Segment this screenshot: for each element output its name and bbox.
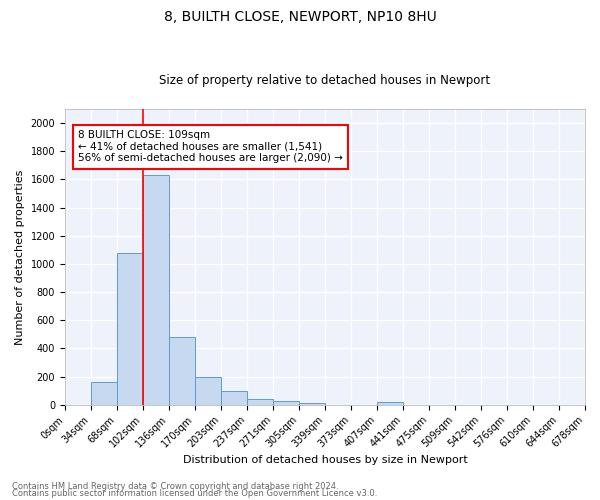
Bar — [247, 399, 273, 405]
Text: Contains public sector information licensed under the Open Government Licence v3: Contains public sector information licen… — [12, 489, 377, 498]
Bar — [377, 402, 403, 405]
Bar — [221, 390, 247, 405]
Y-axis label: Number of detached properties: Number of detached properties — [15, 169, 25, 344]
Bar — [91, 382, 117, 405]
Title: Size of property relative to detached houses in Newport: Size of property relative to detached ho… — [160, 74, 491, 87]
Bar — [117, 254, 143, 405]
Bar — [273, 401, 299, 405]
Bar — [143, 175, 169, 405]
Text: 8, BUILTH CLOSE, NEWPORT, NP10 8HU: 8, BUILTH CLOSE, NEWPORT, NP10 8HU — [164, 10, 436, 24]
Bar — [299, 402, 325, 405]
Text: Contains HM Land Registry data © Crown copyright and database right 2024.: Contains HM Land Registry data © Crown c… — [12, 482, 338, 491]
X-axis label: Distribution of detached houses by size in Newport: Distribution of detached houses by size … — [182, 455, 467, 465]
Bar — [195, 376, 221, 405]
Bar — [169, 337, 195, 405]
Text: 8 BUILTH CLOSE: 109sqm
← 41% of detached houses are smaller (1,541)
56% of semi-: 8 BUILTH CLOSE: 109sqm ← 41% of detached… — [78, 130, 343, 164]
